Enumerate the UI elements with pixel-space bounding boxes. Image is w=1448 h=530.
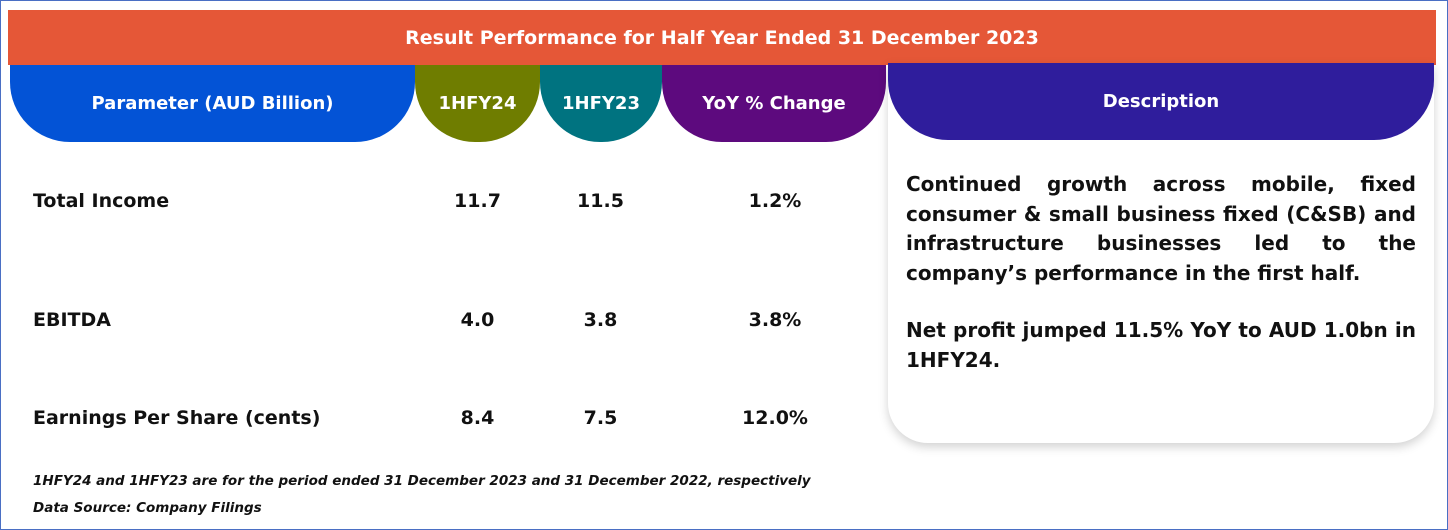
value-1hfy24: 4.0 xyxy=(460,309,495,331)
value-1hfy24: 8.4 xyxy=(460,407,495,429)
table-row: Earnings Per Share (cents) 8.4 7.5 12.0% xyxy=(0,407,880,437)
value-yoy: 1.2% xyxy=(748,190,802,212)
title-banner: Result Performance for Half Year Ended 3… xyxy=(8,10,1436,65)
header-yoy-change: YoY % Change xyxy=(662,65,886,142)
header-parameter: Parameter (AUD Billion) xyxy=(10,65,415,142)
row-label: Earnings Per Share (cents) xyxy=(33,407,321,429)
value-yoy: 3.8% xyxy=(748,309,802,331)
description-card: Description Continued growth across mobi… xyxy=(888,63,1434,443)
description-paragraph: Continued growth across mobile, fixed co… xyxy=(906,172,1416,285)
header-description: Description xyxy=(888,63,1434,140)
period-footnote: 1HFY24 and 1HFY23 are for the period end… xyxy=(33,473,811,489)
value-1hfy24: 11.7 xyxy=(454,190,501,212)
row-label: Total Income xyxy=(33,190,170,212)
value-yoy: 12.0% xyxy=(742,407,808,429)
row-label: EBITDA xyxy=(33,309,111,331)
description-paragraph: Net profit jumped 11.5% YoY to AUD 1.0bn… xyxy=(906,318,1416,372)
value-1hfy23: 11.5 xyxy=(577,190,624,212)
value-1hfy23: 3.8 xyxy=(583,309,618,331)
table-row: Total Income 11.7 11.5 1.2% xyxy=(0,190,880,220)
table-row: EBITDA 4.0 3.8 3.8% xyxy=(0,309,880,339)
value-1hfy23: 7.5 xyxy=(583,407,618,429)
description-body: Continued growth across mobile, fixed co… xyxy=(888,140,1434,375)
source-footnote: Data Source: Company Filings xyxy=(33,500,262,516)
